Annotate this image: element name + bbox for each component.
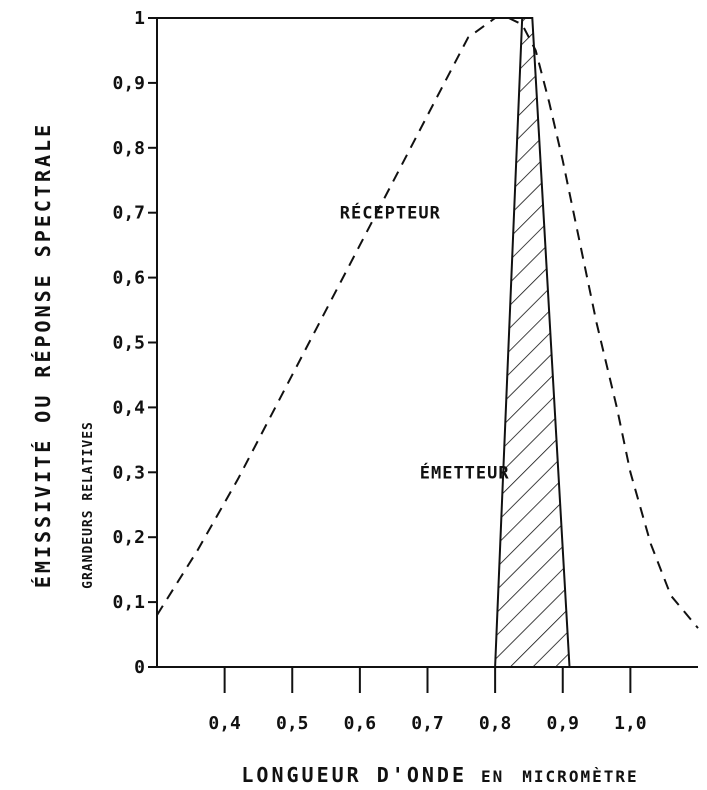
y-tick-label: 1 [134,8,145,29]
x-tick-label: 0,9 [546,713,579,734]
x-axis-title: LONGUEUR D'ONDE EN MICROMÈTRE [241,763,638,787]
y-tick-label: 0,7 [112,203,145,224]
y-axis-subtitle: GRANDEURS RELATIVES [81,421,96,589]
y-tick-label: 0,1 [112,592,145,613]
x-tick-label: 0,5 [276,713,309,734]
x-tick-label: 1,0 [614,713,647,734]
x-tick-label: 0,8 [479,713,512,734]
y-tick-label: 0,5 [112,333,145,354]
y-tick-label: 0,6 [112,268,145,289]
x-axis-title-part2: EN [481,767,504,786]
x-axis-title-part1: LONGUEUR D'ONDE [241,763,467,787]
x-tick-label: 0,4 [208,713,241,734]
receiver-annotation: RÉCEPTEUR [340,202,441,224]
emitter-area-layer [494,17,571,668]
x-axis-title-part3: MICROMÈTRE [522,767,638,786]
y-tick-label: 0,3 [112,462,145,483]
text-layer: 0 0,1 0,2 0,3 0,4 0,5 0,6 0,7 0,8 0,9 1 0,4 0,5 0,6 0,… [31,8,647,787]
y-tick-label: 0,8 [112,138,145,159]
y-tick-label: 0,9 [112,73,145,94]
x-tick-label: 0,6 [344,713,377,734]
axes-layer [148,17,698,693]
y-tick-label: 0,4 [112,397,145,418]
receiver-line [156,17,699,629]
receiver-line-layer [156,17,699,629]
y-axis-title: ÉMISSIVITÉ OU RÉPONSE SPECTRALE [31,122,55,588]
emitter-annotation: ÉMETTEUR [420,461,510,483]
y-tick-label: 0 [134,657,145,678]
y-tick-label: 0,2 [112,527,145,548]
x-tick-label: 0,7 [411,713,444,734]
emitter-area [494,17,571,668]
